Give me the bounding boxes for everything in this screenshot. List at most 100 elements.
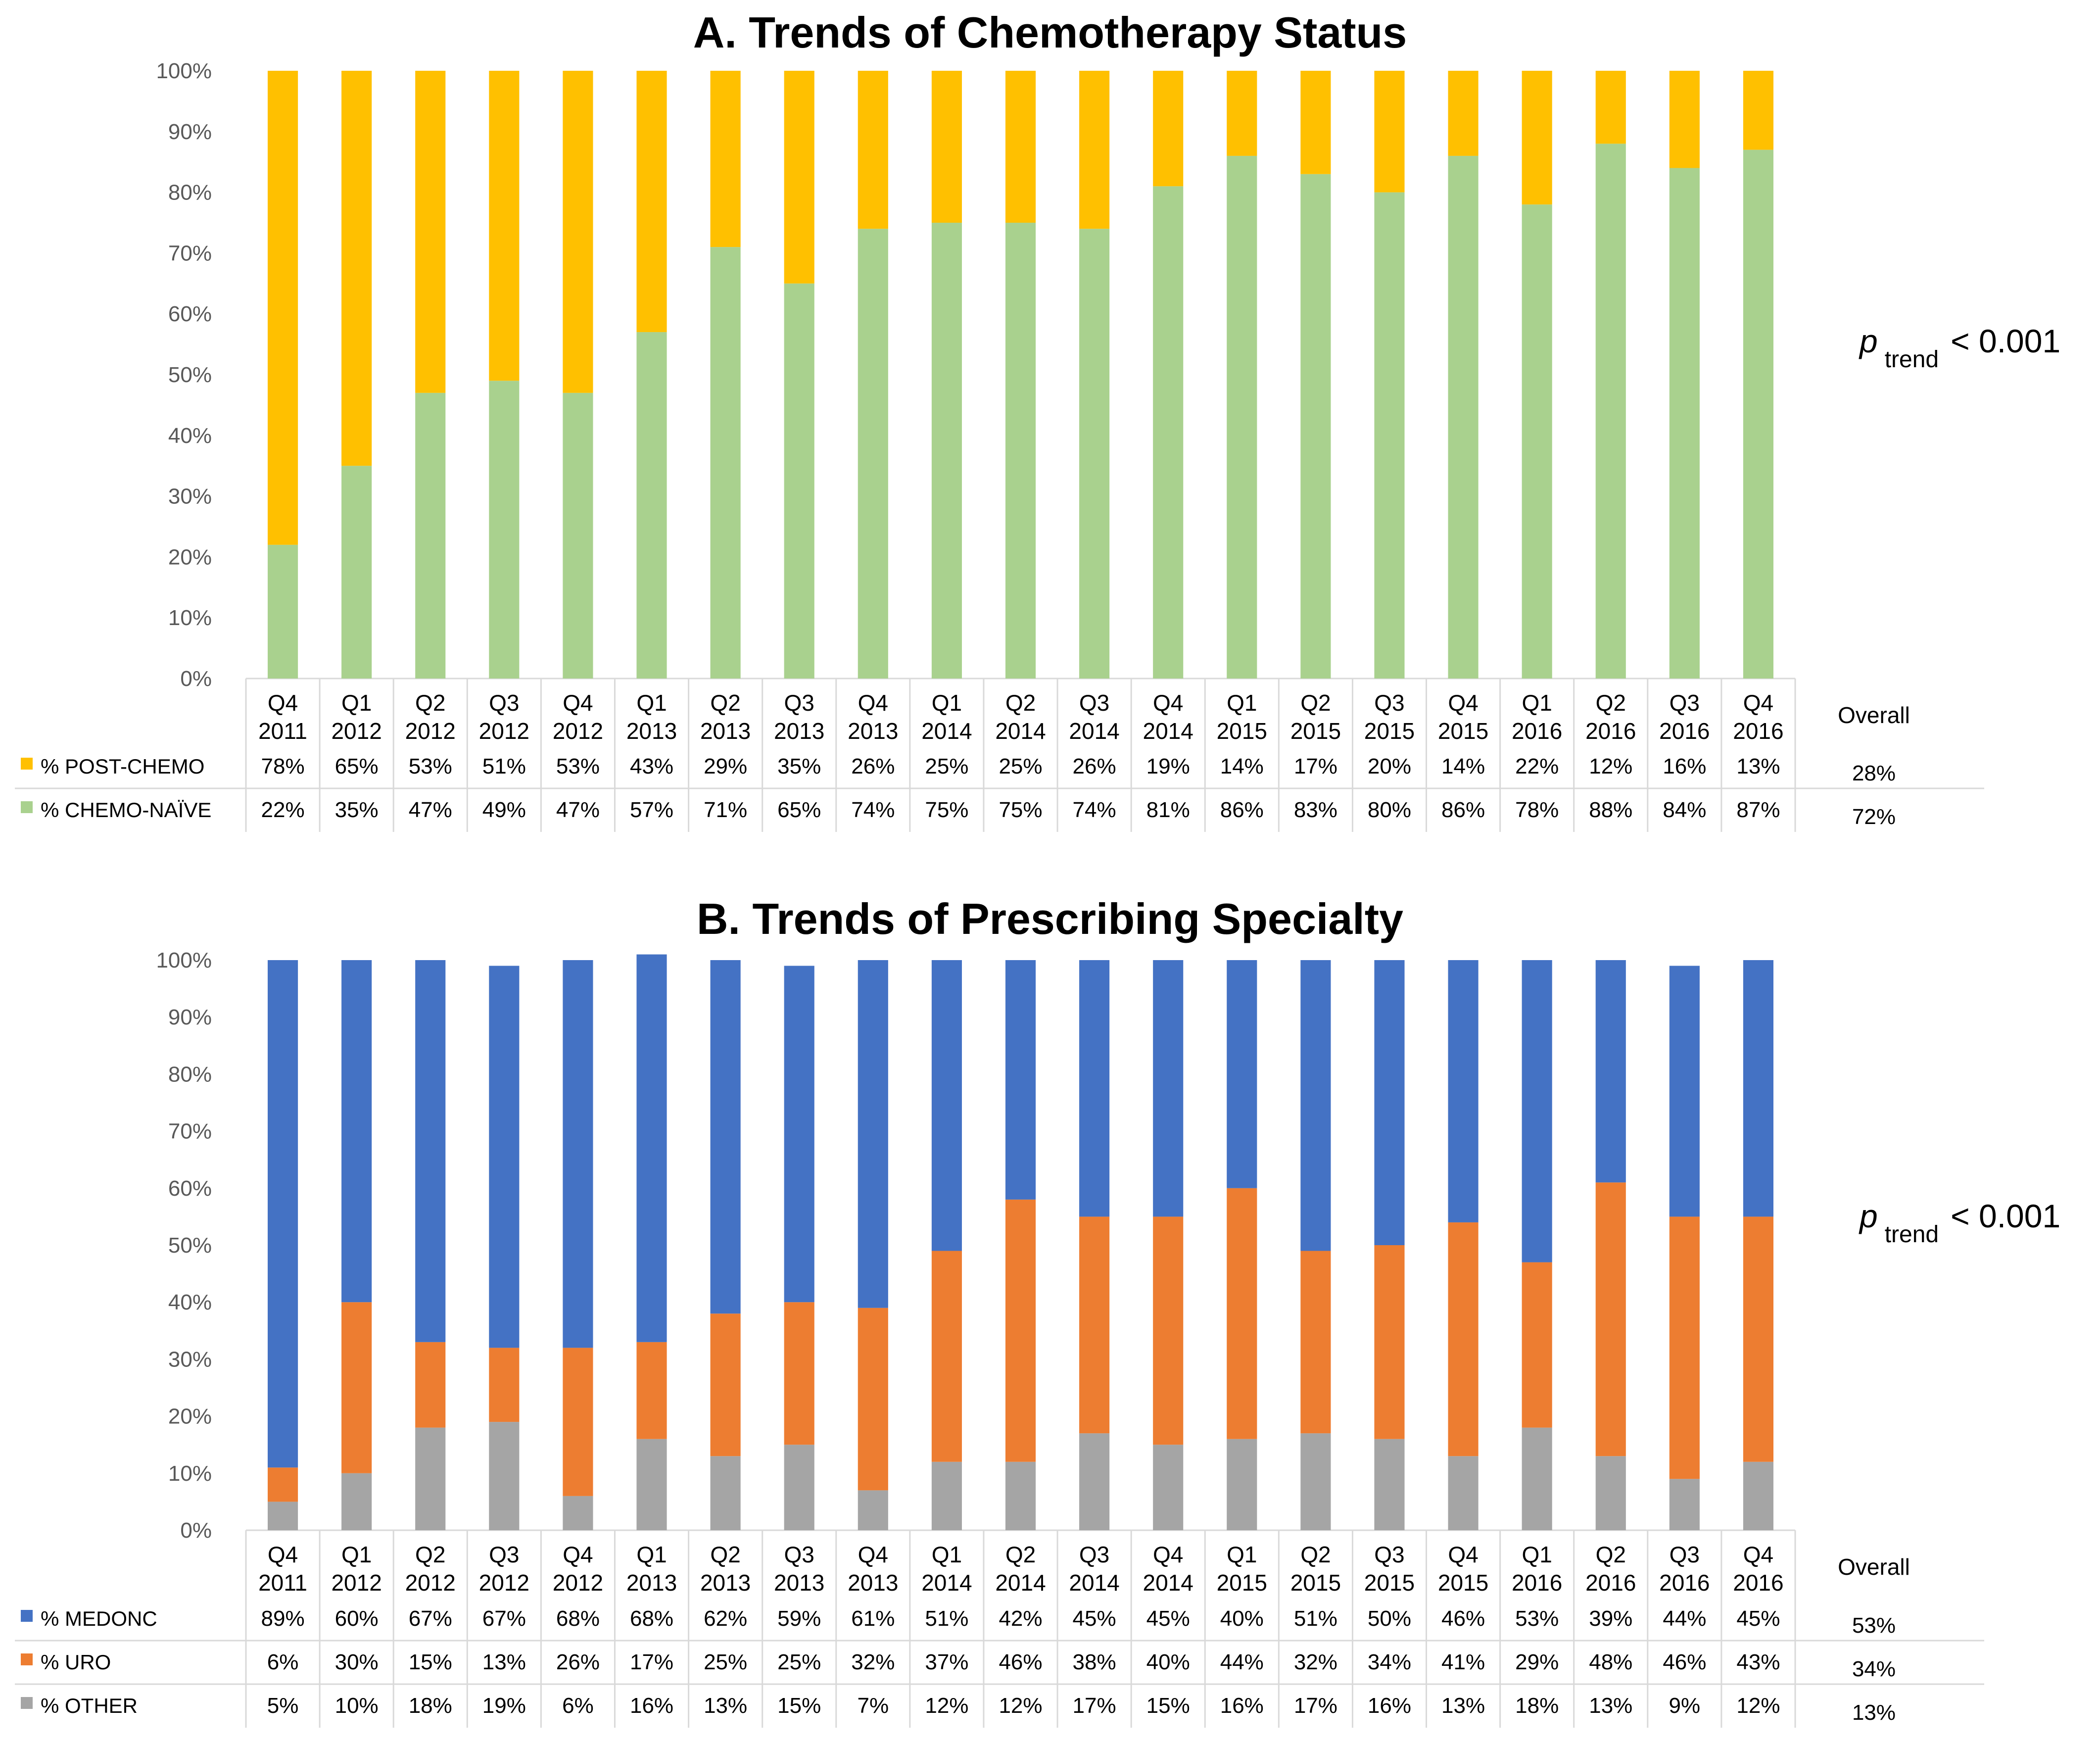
- bar-segment: [1669, 71, 1700, 168]
- p-trend-annotation: ptrend < 0.001: [1859, 323, 2060, 373]
- category-quarter: Q1: [636, 1542, 667, 1567]
- data-label: 43%: [630, 754, 673, 778]
- category-label: Q4 2015: [1438, 1542, 1488, 1596]
- data-label: 67%: [409, 1606, 452, 1631]
- category-quarter: Q1: [1522, 1542, 1552, 1567]
- data-label: 16%: [1663, 754, 1706, 778]
- bar-segment: [1079, 71, 1110, 229]
- data-label: 51%: [925, 1606, 968, 1631]
- category-label: Q1 2012: [331, 690, 382, 744]
- category-year: 2011: [258, 718, 307, 744]
- y-tick-label: 100%: [156, 59, 212, 83]
- p-value: < 0.001: [1951, 323, 2060, 359]
- category-quarter: Q2: [710, 1542, 740, 1567]
- data-label: 49%: [482, 798, 526, 822]
- bar-segment: [636, 332, 667, 679]
- y-tick-label: 50%: [168, 363, 212, 387]
- data-label: 59%: [777, 1606, 821, 1631]
- data-label: 13%: [1736, 754, 1780, 778]
- data-label: 42%: [999, 1606, 1042, 1631]
- category-quarter: Q2: [1005, 1542, 1036, 1567]
- category-quarter: Q1: [932, 1542, 962, 1567]
- category-label: Q3 2016: [1659, 690, 1710, 744]
- category-quarter: Q4: [268, 690, 298, 716]
- bar-segment: [341, 466, 372, 679]
- bar-segment: [1005, 1199, 1036, 1462]
- data-label: 25%: [925, 754, 968, 778]
- category-year: 2016: [1512, 1570, 1562, 1596]
- bar-segment: [1743, 149, 1774, 679]
- bar-segment: [1374, 1245, 1405, 1439]
- category-label: Q2 2016: [1585, 1542, 1636, 1596]
- category-label: Q2 2014: [995, 1542, 1046, 1596]
- overall-value: 53%: [1852, 1613, 1896, 1638]
- bar-segment: [267, 1502, 298, 1530]
- data-label: 41%: [1441, 1650, 1485, 1674]
- bar-segment: [1669, 966, 1700, 1217]
- bar-segment: [1448, 1222, 1479, 1456]
- bar-segment: [931, 71, 962, 223]
- bar-segment: [636, 954, 667, 1342]
- category-year: 2013: [848, 718, 898, 744]
- data-label: 47%: [409, 798, 452, 822]
- bar-segment: [784, 283, 814, 679]
- category-quarter: Q3: [784, 690, 814, 716]
- data-label: 84%: [1663, 798, 1706, 822]
- overall-value: 13%: [1852, 1700, 1896, 1725]
- data-label: 88%: [1589, 798, 1632, 822]
- bar-segment: [1227, 71, 1257, 156]
- data-label: 19%: [482, 1694, 526, 1718]
- bar-segment: [784, 966, 814, 1303]
- y-tick-label: 10%: [168, 606, 212, 630]
- category-year: 2014: [1143, 718, 1193, 744]
- category-year: 2016: [1659, 718, 1710, 744]
- category-quarter: Q2: [415, 690, 445, 716]
- category-year: 2013: [774, 718, 824, 744]
- data-label: 47%: [556, 798, 600, 822]
- category-quarter: Q4: [858, 1542, 888, 1567]
- data-label: 83%: [1294, 798, 1337, 822]
- data-label: 16%: [1220, 1694, 1264, 1718]
- data-label: 16%: [630, 1694, 673, 1718]
- category-label: Q1 2013: [626, 690, 677, 744]
- bar-segment: [267, 960, 298, 1468]
- category-year: 2012: [553, 718, 603, 744]
- category-label: Q3 2012: [479, 1542, 529, 1596]
- category-quarter: Q3: [1670, 690, 1700, 716]
- data-label: 68%: [630, 1606, 673, 1631]
- legend-label: % OTHER: [41, 1694, 138, 1717]
- data-label: 18%: [409, 1694, 452, 1718]
- data-label: 57%: [630, 798, 673, 822]
- bar-segment: [1669, 1216, 1700, 1479]
- y-tick-label: 70%: [168, 241, 212, 265]
- category-year: 2014: [921, 718, 972, 744]
- category-quarter: Q3: [1079, 690, 1109, 716]
- y-tick-label: 100%: [156, 948, 212, 972]
- data-label: 65%: [335, 754, 379, 778]
- category-label: Q1 2014: [921, 690, 972, 744]
- y-tick-label: 40%: [168, 1290, 212, 1314]
- data-label: 45%: [1146, 1606, 1190, 1631]
- data-label: 15%: [409, 1650, 452, 1674]
- category-label: Q1 2015: [1217, 1542, 1267, 1596]
- bar-segment: [1669, 1479, 1700, 1530]
- category-quarter: Q1: [636, 690, 667, 716]
- bar-segment: [1595, 71, 1626, 144]
- data-label: 19%: [1146, 754, 1190, 778]
- category-year: 2014: [1069, 1570, 1119, 1596]
- bar-segment: [267, 544, 298, 679]
- bar-segment: [1522, 1262, 1552, 1428]
- category-year: 2015: [1364, 718, 1415, 744]
- category-label: Q3 2016: [1659, 1542, 1710, 1596]
- legend-label: % URO: [41, 1650, 111, 1674]
- bar-segment: [1300, 960, 1331, 1251]
- bar-segment: [1079, 229, 1110, 679]
- bar-segment: [1300, 174, 1331, 679]
- category-year: 2016: [1512, 718, 1562, 744]
- overall-header: Overall: [1838, 1554, 1910, 1580]
- data-label: 26%: [556, 1650, 600, 1674]
- bar-segment: [1595, 144, 1626, 679]
- category-quarter: Q3: [1374, 690, 1404, 716]
- category-quarter: Q4: [1743, 1542, 1773, 1567]
